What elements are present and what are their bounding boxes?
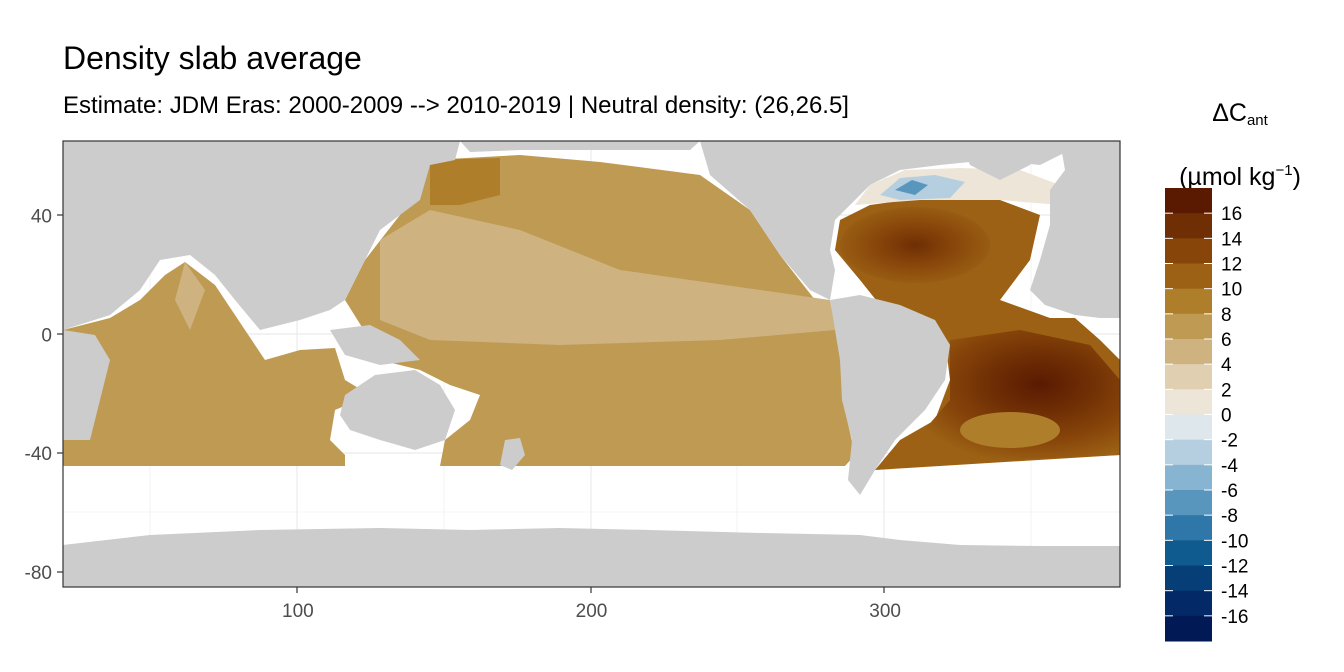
legend-bin xyxy=(1165,565,1212,592)
legend-title-main: ΔC xyxy=(1212,99,1247,127)
x-tick-label: 200 xyxy=(576,601,608,622)
bay-of-bengal-region xyxy=(175,262,205,330)
legend-bin xyxy=(1165,263,1212,290)
legend-tick-labels: 16 14 12 10 8 6 4 2 0 -2 -4 -6 -8 -10 -12 -14 -16 xyxy=(1165,204,1249,628)
legend-tick-label: -14 xyxy=(1221,582,1249,603)
tropical-pacific-region xyxy=(380,210,835,345)
legend-bin xyxy=(1165,188,1212,214)
y-axis-labels: 40 0 -40 -80 xyxy=(25,206,52,584)
y-tick-label: -40 xyxy=(25,444,52,465)
ocean-data xyxy=(63,152,1120,470)
legend-tick-label: 16 xyxy=(1221,204,1242,225)
legend-unit-suffix: ) xyxy=(1292,163,1301,191)
north-atlantic-gyre xyxy=(840,207,990,283)
y-tick-label: -80 xyxy=(25,563,52,584)
europe-africa-land xyxy=(1030,141,1120,318)
legend-tick-label: 12 xyxy=(1221,255,1242,276)
x-tick-label: 300 xyxy=(869,601,901,622)
legend-bin xyxy=(1165,439,1212,466)
legend-bin xyxy=(1165,389,1212,415)
south-atlantic-gyre xyxy=(890,330,1120,465)
x-axis-labels: 100 200 300 xyxy=(282,601,901,622)
chart-title: Density slab average xyxy=(63,40,362,76)
chart-subtitle: Estimate: JDM Eras: 2000-2009 --> 2010-2… xyxy=(63,92,849,119)
legend-tick-label: -2 xyxy=(1221,431,1238,452)
legend-tick-label: -4 xyxy=(1221,456,1238,477)
legend-bin xyxy=(1165,490,1212,516)
australia-land xyxy=(340,370,455,450)
legend-tick-label: -8 xyxy=(1221,506,1238,527)
axis-ticks xyxy=(57,214,885,593)
indian-ocean-region xyxy=(63,262,370,466)
legend-tick-label: 10 xyxy=(1221,280,1242,301)
south-atlantic-minimum xyxy=(960,412,1060,448)
legend-bin xyxy=(1165,590,1212,617)
legend-bin xyxy=(1165,213,1212,239)
legend-tick-label: 14 xyxy=(1221,229,1243,250)
legend-bin xyxy=(1165,615,1212,642)
legend-title-subscript: ant xyxy=(1246,112,1268,129)
legend-bin xyxy=(1165,464,1212,491)
legend-bin xyxy=(1165,540,1212,566)
antarctica-land xyxy=(63,528,1120,587)
legend-bin xyxy=(1165,288,1212,315)
y-tick-label: 40 xyxy=(31,206,52,227)
legend-colorbar xyxy=(1165,188,1212,642)
legend-tick-label: -10 xyxy=(1221,531,1248,552)
legend-tick-label: 0 xyxy=(1221,406,1232,427)
labrador-sea-core xyxy=(895,180,928,195)
map-layers xyxy=(63,141,1120,587)
legend-unit-prefix: (µmol kg xyxy=(1179,163,1276,191)
south-america-land xyxy=(830,295,950,495)
new-zealand-land xyxy=(500,438,525,470)
africa-land xyxy=(63,330,110,440)
legend-title-variable: ΔCant xyxy=(1150,88,1330,146)
legend-tick-label: -6 xyxy=(1221,481,1238,502)
legend-tick-label: 8 xyxy=(1221,305,1232,326)
greenland-land xyxy=(960,141,1040,180)
legend-bin xyxy=(1165,364,1212,390)
legend-bin xyxy=(1165,313,1212,340)
legend-tick-label: -12 xyxy=(1221,557,1248,578)
legend-title-unit: (µmol kg−1) xyxy=(1150,146,1330,202)
legend-bin xyxy=(1165,238,1212,264)
y-tick-label: 0 xyxy=(41,325,52,346)
northwest-pacific-region xyxy=(430,158,500,205)
legend-tick-label: 2 xyxy=(1221,380,1232,401)
legend-bin xyxy=(1165,339,1212,365)
legend-tick-label: -16 xyxy=(1221,607,1248,628)
legend-bin xyxy=(1165,414,1212,441)
indonesia-land xyxy=(330,325,420,365)
eurasia-land xyxy=(63,141,460,330)
north-america-land xyxy=(700,141,1120,300)
legend-unit-superscript: −1 xyxy=(1275,162,1293,179)
land-masses xyxy=(63,141,1120,587)
legend-tick-label: 6 xyxy=(1221,330,1232,351)
x-tick-label: 100 xyxy=(282,601,314,622)
legend-bin xyxy=(1165,515,1212,541)
legend-title: ΔCant (µmol kg−1) xyxy=(1150,88,1330,202)
legend-tick-label: 4 xyxy=(1221,355,1232,376)
siberia-land xyxy=(460,141,700,152)
